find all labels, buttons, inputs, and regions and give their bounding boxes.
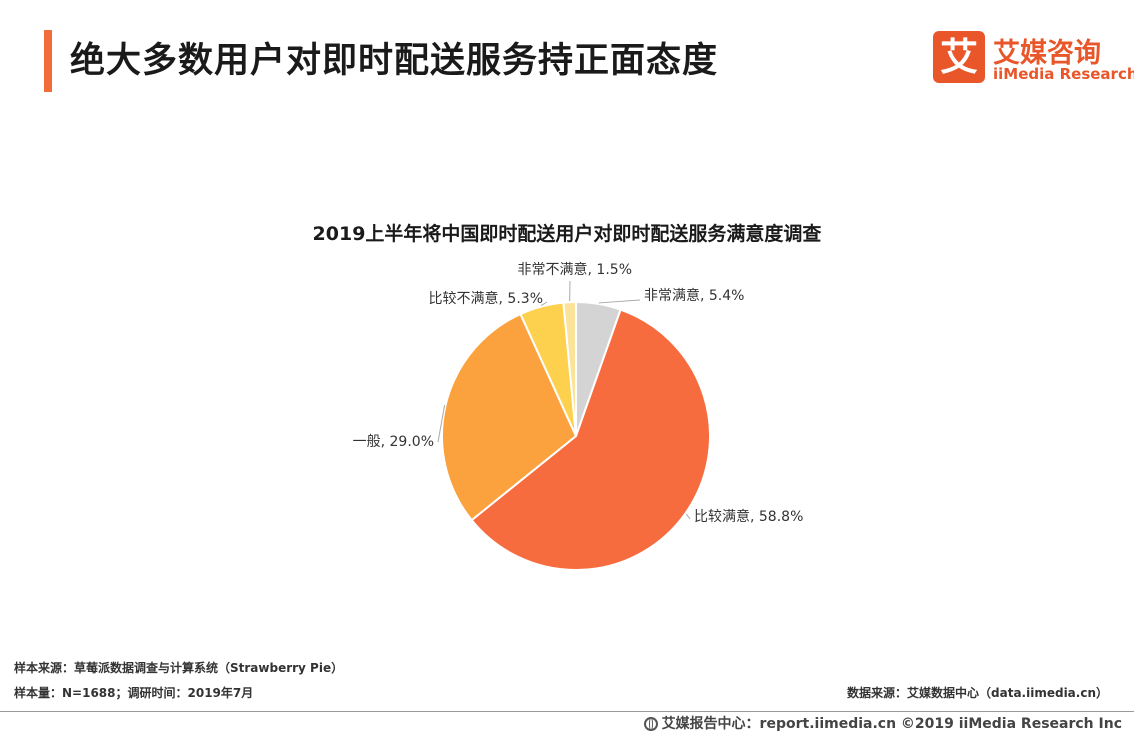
chart-title: 2019上半年将中国即时配送用户对即时配送服务满意度调查 <box>312 223 822 245</box>
title-accent-bar <box>44 30 52 92</box>
leader-line <box>437 404 446 443</box>
pie-slice <box>562 300 577 437</box>
slice-label: 比较不满意, 5.3% <box>429 290 543 307</box>
logo-en-text: iiMedia Research <box>993 65 1134 83</box>
slice-label: 非常不满意, 1.5% <box>518 261 632 278</box>
footer-divider <box>0 711 1134 712</box>
logo-cn-text: 艾媒咨询 <box>993 38 1101 69</box>
leader-line <box>540 301 548 306</box>
leader-line <box>685 513 691 520</box>
sample-size: 样本量：N=1688；调研时间：2019年7月 <box>14 686 254 700</box>
sample-source: 样本来源：草莓派数据调查与计算系统（Strawberry Pie） <box>14 661 344 675</box>
slice-label: 比较满意, 58.8% <box>694 508 803 525</box>
slice-label: 一般, 29.0% <box>353 434 434 450</box>
pie-slice <box>441 312 578 522</box>
leader-line <box>598 299 641 304</box>
report-center-footer: 艾媒报告中心：report.iimedia.cn ©2019 iiMedia R… <box>643 713 1122 733</box>
report-center-text: 艾媒报告中心：report.iimedia.cn ©2019 iiMedia R… <box>661 716 1122 732</box>
iimedia-logo: 艾 艾媒咨询 iiMedia Research <box>933 31 1134 87</box>
logo-mark-icon: 艾 <box>933 31 985 83</box>
page-title: 绝大多数用户对即时配送服务持正面态度 <box>70 41 719 81</box>
pie-slice <box>470 308 711 571</box>
data-source: 数据来源：艾媒数据中心（data.iimedia.cn） <box>847 686 1108 700</box>
globe-icon <box>643 717 658 731</box>
slice-label: 非常满意, 5.4% <box>644 287 744 304</box>
